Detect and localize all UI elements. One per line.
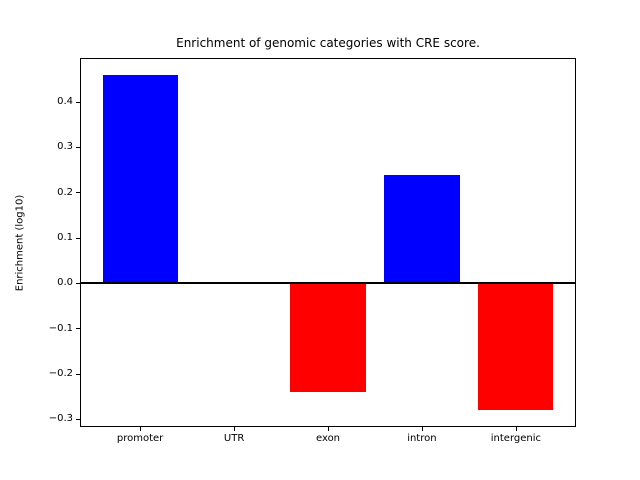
y-tick-mark bbox=[76, 328, 80, 330]
y-tick-mark bbox=[76, 146, 80, 148]
y-axis-label: Enrichment (log10) bbox=[14, 194, 26, 292]
y-tick-mark bbox=[76, 101, 80, 103]
x-tick-label-intron: intron bbox=[407, 433, 437, 444]
x-tick-mark bbox=[234, 427, 236, 431]
y-tick-mark bbox=[76, 192, 80, 194]
x-tick-mark bbox=[328, 427, 329, 431]
y-tick-label: −0.3 bbox=[48, 413, 73, 425]
bar-exon bbox=[290, 283, 366, 393]
bar-intron bbox=[384, 174, 460, 284]
y-tick-label: −0.2 bbox=[48, 368, 73, 379]
bar-promoter bbox=[102, 74, 178, 284]
y-tick-mark bbox=[76, 237, 80, 239]
y-tick-label: 0.3 bbox=[57, 141, 73, 153]
y-tick-label: 0.0 bbox=[57, 277, 73, 289]
zero-line bbox=[80, 282, 576, 285]
bar-intergenic bbox=[478, 283, 554, 411]
y-tick-label: 0.1 bbox=[57, 232, 73, 243]
chart-title: Enrichment of genomic categories with CR… bbox=[176, 36, 480, 50]
x-tick-label-intergenic: intergenic bbox=[490, 433, 542, 444]
x-tick-label-UTR: UTR bbox=[223, 433, 245, 444]
y-tick-label: 0.4 bbox=[57, 96, 73, 107]
y-tick-mark bbox=[76, 418, 80, 420]
x-tick-label-promoter: promoter bbox=[116, 433, 164, 444]
x-tick-mark bbox=[140, 427, 142, 431]
y-tick-mark bbox=[76, 282, 80, 284]
y-tick-label: −0.1 bbox=[48, 322, 73, 334]
y-tick-mark bbox=[76, 373, 80, 375]
x-tick-mark bbox=[515, 427, 517, 431]
x-tick-mark bbox=[421, 427, 423, 431]
y-tick-label: 0.2 bbox=[57, 186, 73, 198]
x-tick-label-exon: exon bbox=[315, 433, 341, 444]
